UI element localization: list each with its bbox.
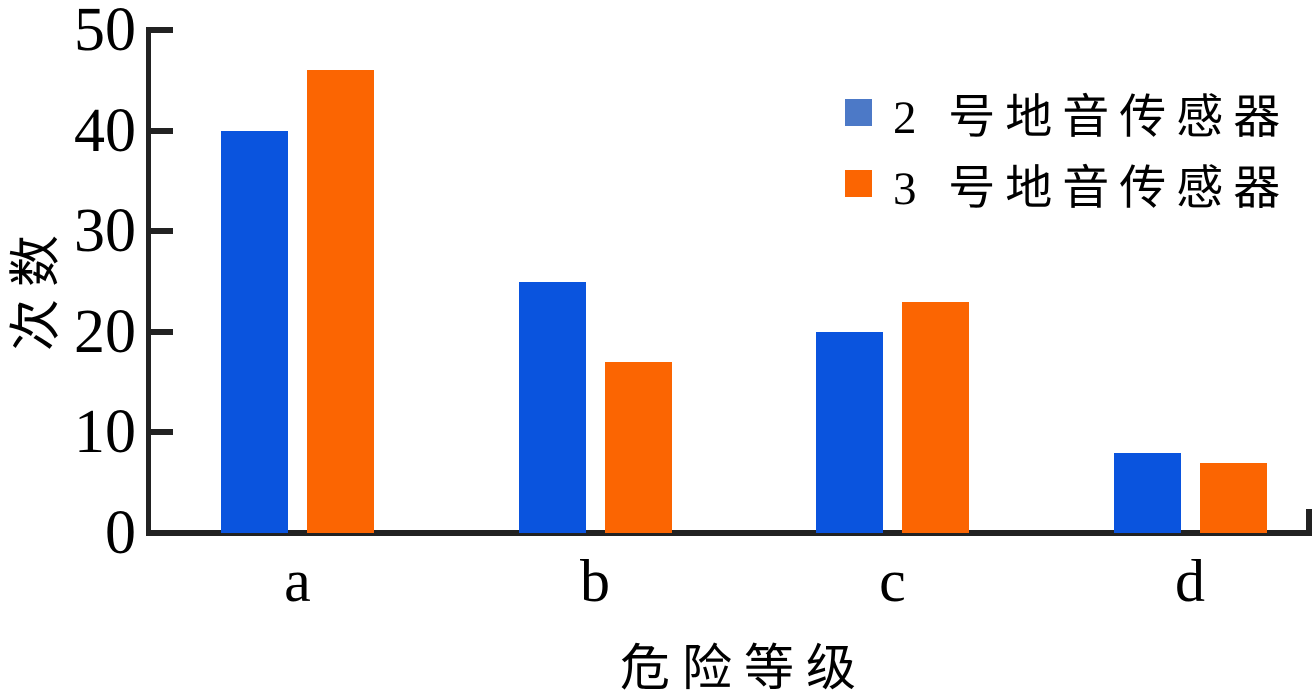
x-axis-line [146,530,1312,536]
legend-label: 3 号地音传感器 [893,163,1291,215]
legend: 2 号地音传感器 3 号地音传感器 [845,77,1290,219]
bar-series2-d [1199,462,1267,533]
bar-series1-a [221,130,288,533]
y-tick-label: 40 [74,96,136,165]
y-axis-tick [151,429,173,436]
legend-label: 2 号地音传感器 [893,92,1291,144]
x-axis-title: 危险等级 [620,640,868,692]
legend-item: 2 号地音传感器 [845,77,1290,148]
y-tick-label: 20 [74,297,136,366]
bar-series2-c [902,301,969,533]
y-axis-tick [151,228,173,235]
y-tick-label: 10 [74,398,136,467]
bar-series1-d [1113,452,1181,533]
legend-item: 3 号地音传感器 [845,148,1290,219]
bar-series2-a [307,70,374,533]
y-axis-line [146,27,151,536]
bar-series1-b [518,281,586,533]
bar-series2-b [604,361,672,533]
bar-series1-c [816,331,883,533]
y-axis-tick [151,27,173,33]
x-category-label-b: b [580,548,610,614]
y-tick-label: 0 [105,499,136,567]
y-axis-tick [151,127,173,134]
x-axis-end-tick [1306,509,1312,536]
x-category-label-c: c [879,548,906,614]
x-category-label-a: a [284,548,311,614]
y-axis-tick [151,328,173,335]
y-tick-label: 30 [74,197,136,266]
x-category-label-d: d [1175,548,1205,614]
legend-swatch-icon [845,170,872,197]
y-tick-label: 50 [74,0,136,64]
legend-swatch-icon [845,99,872,126]
